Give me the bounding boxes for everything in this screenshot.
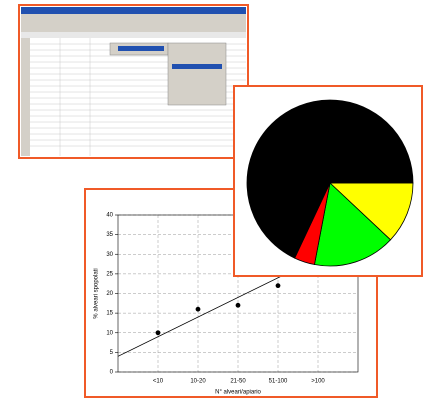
y-axis-label: % alveari spopolati — [94, 268, 100, 318]
x-tick-label: <10 — [153, 379, 164, 385]
y-tick-label: 10 — [106, 330, 113, 336]
data-point — [275, 283, 281, 289]
pie-slice — [328, 182, 414, 241]
x-tick-label: 21-50 — [230, 379, 246, 385]
x-tick-label: 10-20 — [190, 379, 206, 385]
data-point — [195, 306, 201, 312]
y-tick-label: 40 — [106, 213, 113, 219]
y-tick-label: 35 — [106, 232, 113, 238]
spreadsheet-window — [18, 4, 249, 159]
x-tick-label: >100 — [311, 379, 325, 385]
y-tick-label: 0 — [110, 370, 114, 376]
y-tick-label: 5 — [110, 350, 114, 356]
x-axis-label: N° alveari/apiario — [215, 390, 261, 396]
y-tick-label: 15 — [106, 311, 113, 317]
data-point — [155, 330, 161, 336]
pie-slice — [246, 99, 414, 259]
y-tick-label: 30 — [106, 252, 113, 258]
x-tick-label: 51-100 — [269, 379, 288, 385]
data-point — [235, 302, 241, 308]
y-tick-label: 20 — [106, 291, 113, 297]
pie-slice — [313, 182, 392, 267]
y-tick-label: 25 — [106, 271, 113, 277]
pie-chart — [246, 99, 414, 267]
